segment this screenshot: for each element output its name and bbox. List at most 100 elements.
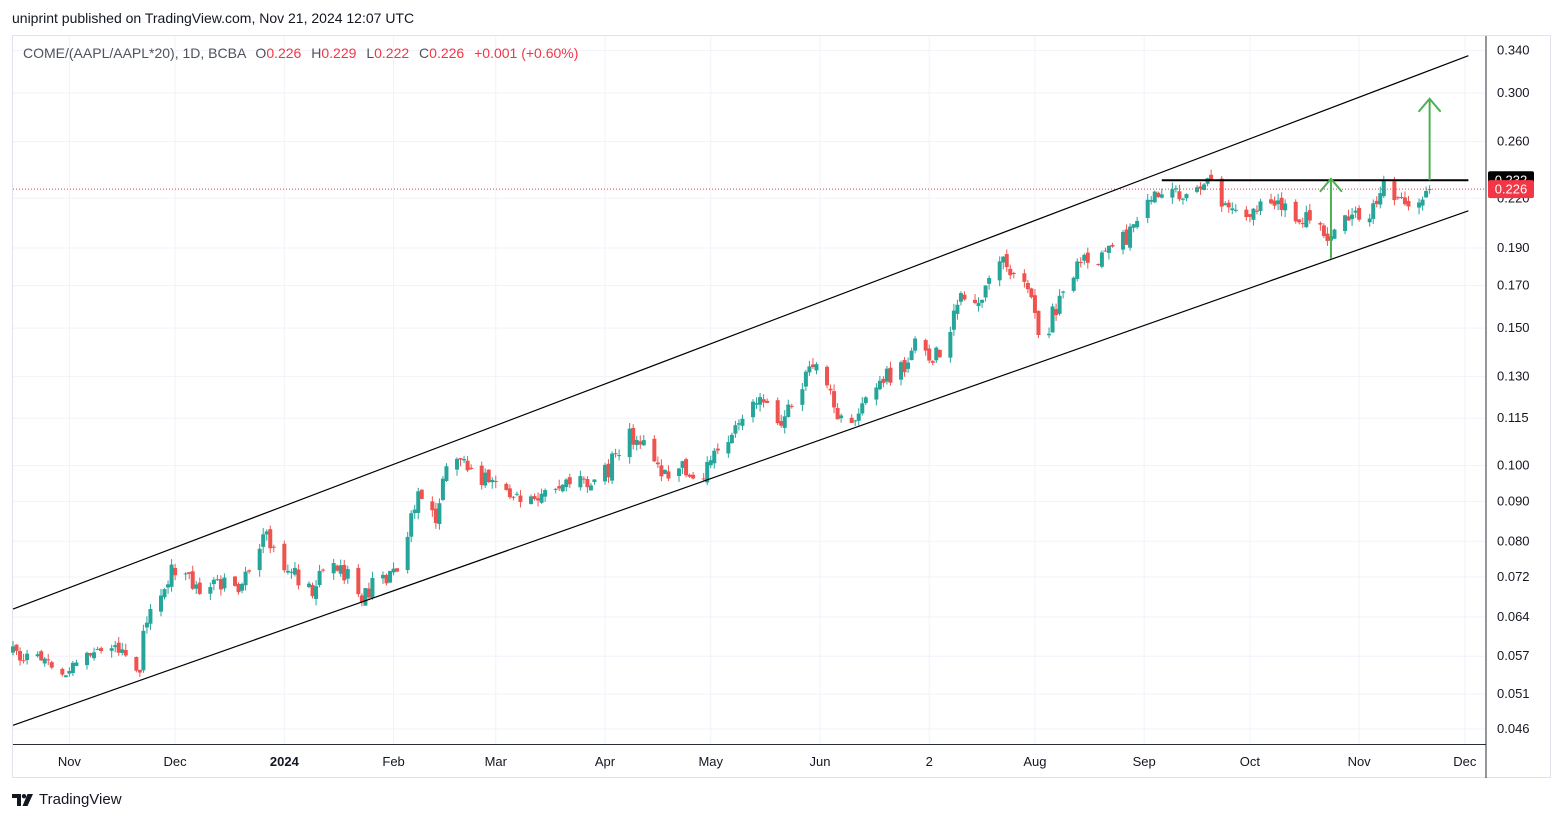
- candle-body: [1251, 208, 1256, 220]
- candle-body: [465, 460, 470, 471]
- candle-body: [849, 417, 854, 423]
- candle-body: [825, 366, 830, 386]
- x-tick-label: 2: [926, 754, 933, 769]
- candle-body: [1004, 254, 1009, 268]
- candle-body: [1300, 223, 1305, 225]
- publisher-line: uniprint published on TradingView.com, N…: [12, 10, 415, 26]
- candle-body: [490, 479, 495, 483]
- candle-body: [197, 582, 202, 594]
- x-tick-label: Sep: [1133, 754, 1156, 769]
- candle-body: [666, 471, 671, 479]
- candle-body: [874, 387, 879, 400]
- candle-body: [338, 565, 343, 574]
- legend-open-label: O: [255, 45, 267, 61]
- candle-body: [166, 584, 171, 588]
- candle-body: [331, 563, 336, 574]
- candle-body: [345, 569, 350, 579]
- candle-body: [715, 448, 720, 451]
- candle-body: [1374, 200, 1379, 205]
- candle-body: [712, 450, 717, 464]
- candle-body: [655, 462, 660, 465]
- legend-open-value: 0.226: [266, 45, 302, 61]
- candle-body: [1254, 210, 1259, 212]
- candle-body: [736, 423, 741, 425]
- candle-body: [162, 589, 167, 598]
- candle-body: [997, 261, 1002, 281]
- candle-body: [67, 670, 72, 674]
- candle-body: [433, 508, 438, 524]
- candle-body: [1096, 264, 1101, 266]
- candle-body: [1223, 203, 1228, 206]
- candle-body: [243, 571, 248, 586]
- candle-body: [638, 441, 643, 445]
- candle-body: [1283, 203, 1288, 211]
- candle-body: [1332, 229, 1337, 239]
- candle-body: [215, 579, 220, 581]
- candle-body: [296, 569, 301, 586]
- candle-body: [902, 360, 907, 373]
- channel-lower-line: [12, 210, 1469, 726]
- candle-body: [85, 652, 90, 666]
- y-tick-label: 0.340: [1497, 43, 1530, 58]
- y-tick-label: 0.300: [1497, 85, 1530, 100]
- candle-body: [765, 400, 770, 403]
- legend-low-label: L: [366, 45, 375, 61]
- candle-body: [754, 403, 759, 405]
- candle-body: [976, 302, 981, 307]
- y-tick-label: 0.046: [1497, 721, 1530, 736]
- candle-body: [370, 577, 375, 598]
- candle-body: [335, 565, 340, 571]
- candle-body: [1378, 193, 1383, 205]
- candle-body: [444, 466, 449, 481]
- candle-body: [1135, 220, 1140, 228]
- candle-body: [120, 649, 125, 653]
- candle-body: [906, 362, 911, 369]
- y-tick-label: 0.260: [1497, 134, 1530, 149]
- candle-body: [359, 595, 364, 603]
- candle-body: [486, 469, 491, 483]
- candle-body: [1085, 252, 1090, 263]
- candle-body: [613, 453, 618, 455]
- candle-body: [49, 662, 54, 668]
- candle-body: [511, 496, 516, 498]
- candle-body: [553, 488, 558, 490]
- candle-body: [458, 458, 463, 460]
- candle-body: [60, 668, 65, 675]
- candle-body: [863, 397, 868, 404]
- y-tick-label: 0.100: [1497, 458, 1530, 473]
- candle-body: [951, 310, 956, 330]
- candle-body: [934, 347, 939, 361]
- candle-body: [1269, 199, 1274, 204]
- candle-body: [1057, 295, 1062, 314]
- candle-body: [18, 651, 23, 661]
- candle-body: [1346, 216, 1351, 221]
- last-price-label: 0.226: [1495, 182, 1528, 197]
- y-tick-label: 0.190: [1497, 240, 1530, 255]
- candle-body: [95, 648, 100, 650]
- candle-body: [659, 465, 664, 477]
- candle-body: [687, 474, 692, 477]
- candle-body: [539, 493, 544, 503]
- footer-brand-label: TradingView: [39, 791, 122, 808]
- candle-body: [701, 478, 706, 480]
- candle-body: [853, 420, 858, 422]
- candle-body: [962, 294, 967, 300]
- candle-body: [758, 397, 763, 405]
- candle-body: [469, 467, 474, 469]
- footer-brand[interactable]: TradingView: [12, 791, 122, 808]
- candle-body: [46, 659, 51, 661]
- candle-body: [927, 348, 932, 361]
- candle-body: [440, 478, 445, 500]
- candle-body: [1036, 310, 1041, 336]
- candle-body: [814, 364, 819, 371]
- candle-body: [99, 648, 104, 652]
- candle-body: [1392, 181, 1397, 201]
- candle-body: [807, 366, 812, 373]
- candle-body: [779, 421, 784, 426]
- candle-body: [190, 571, 195, 589]
- candle-body: [1131, 224, 1136, 228]
- candle-body: [321, 569, 326, 571]
- candle-body: [148, 609, 153, 624]
- candle-body: [1343, 215, 1348, 232]
